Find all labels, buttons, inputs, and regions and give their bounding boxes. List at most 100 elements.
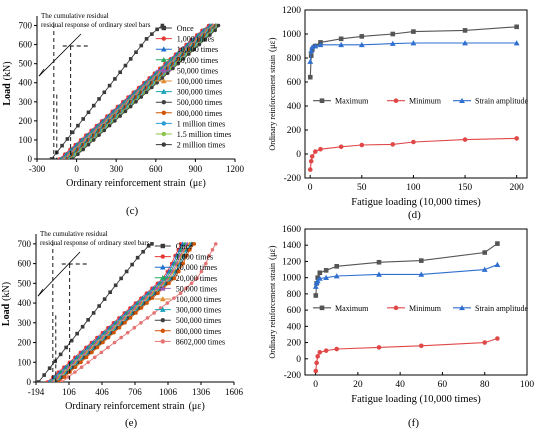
data-point bbox=[145, 316, 150, 320]
data-point bbox=[106, 335, 111, 340]
annotation-text: The cumulative residual residual response… bbox=[40, 230, 150, 247]
panel-label: (d) bbox=[408, 209, 421, 221]
data-point bbox=[86, 142, 91, 147]
data-point bbox=[134, 311, 138, 315]
x-tick-label: 50 bbox=[357, 183, 367, 193]
data-point bbox=[135, 255, 140, 260]
plot-frame bbox=[304, 9, 528, 179]
legend-label: 50,000 times bbox=[177, 66, 218, 75]
data-point bbox=[411, 29, 416, 34]
legend-label: 500,000 times bbox=[176, 316, 221, 325]
data-point bbox=[123, 321, 127, 325]
x-tick-label: 80 bbox=[480, 380, 490, 390]
x-tick-label: 900 bbox=[189, 164, 203, 174]
data-point bbox=[181, 261, 186, 266]
data-point bbox=[171, 66, 175, 71]
data-point bbox=[160, 254, 165, 259]
data-point bbox=[309, 154, 315, 159]
legend-label: 1,000 times bbox=[177, 35, 214, 44]
data-point bbox=[312, 43, 319, 49]
data-point bbox=[514, 136, 519, 141]
data-point bbox=[319, 305, 325, 311]
legend: Maximum Minimum Strain amplitude bbox=[313, 97, 529, 106]
legend-label: 500,000 times bbox=[177, 98, 222, 107]
data-point bbox=[172, 296, 176, 300]
data-point bbox=[108, 290, 112, 295]
data-point bbox=[376, 345, 382, 350]
legend-label: Minimum bbox=[409, 97, 442, 106]
data-point bbox=[119, 335, 123, 340]
data-point bbox=[333, 273, 340, 279]
legend-label: Strain amplitude bbox=[475, 304, 529, 313]
x-tick-label: 200 bbox=[510, 183, 525, 193]
data-point bbox=[192, 47, 196, 52]
data-point bbox=[161, 121, 166, 126]
data-point bbox=[125, 330, 130, 335]
data-point bbox=[113, 119, 117, 123]
data-point bbox=[47, 366, 52, 370]
data-point bbox=[112, 330, 116, 335]
data-point bbox=[156, 291, 160, 296]
y-tick-label: 0 bbox=[28, 154, 33, 164]
legend-label: 20,000 times bbox=[176, 274, 217, 283]
data-point bbox=[316, 275, 323, 281]
data-point bbox=[462, 137, 468, 142]
legend-label: 300,000 times bbox=[176, 306, 221, 315]
y-tick-label: 1400 bbox=[282, 241, 301, 251]
x-tick-label: -300 bbox=[29, 164, 46, 174]
y-tick-label: 200 bbox=[287, 126, 302, 136]
panel-label: (e) bbox=[125, 417, 138, 429]
y-tick-label: 800 bbox=[287, 54, 302, 64]
data-point bbox=[36, 380, 41, 382]
chart-panel-f: -200 0 200 400 600 800 1000 1200 1400 1600 0 20 40 60… bbox=[267, 225, 534, 429]
data-point bbox=[313, 293, 319, 298]
y-tick-label: 400 bbox=[287, 102, 302, 112]
y-tick-label: 500 bbox=[19, 59, 33, 69]
data-point bbox=[130, 262, 134, 267]
y-tick-label: 400 bbox=[19, 78, 33, 88]
data-point bbox=[160, 318, 165, 323]
data-point bbox=[113, 77, 117, 81]
data-point bbox=[97, 133, 101, 137]
y-tick-label: 1200 bbox=[282, 257, 301, 267]
data-point bbox=[139, 306, 144, 310]
data-point bbox=[62, 375, 67, 379]
data-point bbox=[99, 350, 104, 355]
annotation-arrowhead bbox=[38, 68, 45, 77]
data-point bbox=[150, 242, 154, 246]
y-axis-label: Ordinary reinforcement strain (με) bbox=[267, 37, 277, 150]
x-tick-label: 100 bbox=[520, 380, 535, 390]
data-point bbox=[459, 304, 465, 311]
y-tick-label: 700 bbox=[18, 239, 32, 249]
data-point bbox=[76, 123, 80, 128]
y-tick-label: 400 bbox=[18, 298, 32, 308]
y-tick-label: -200 bbox=[284, 174, 302, 184]
x-tick-label: 150 bbox=[458, 183, 473, 193]
data-point bbox=[132, 325, 137, 330]
data-point bbox=[102, 297, 107, 301]
data-point bbox=[390, 142, 396, 147]
data-point bbox=[146, 244, 151, 248]
annotation-arrow bbox=[38, 33, 82, 77]
data-point bbox=[73, 365, 78, 370]
data-point bbox=[323, 348, 329, 353]
x-tick-label: 1606 bbox=[225, 387, 244, 397]
series-line bbox=[51, 25, 163, 159]
legend-label: Minimum bbox=[409, 304, 442, 313]
data-point bbox=[59, 380, 64, 382]
data-point bbox=[102, 90, 107, 95]
y-tick-label: 700 bbox=[19, 21, 33, 31]
data-point bbox=[393, 98, 399, 104]
data-point bbox=[90, 350, 94, 355]
data-point bbox=[197, 42, 202, 47]
data-point bbox=[313, 368, 319, 374]
data-point bbox=[393, 305, 399, 311]
data-point bbox=[150, 296, 155, 300]
data-point bbox=[160, 285, 166, 291]
data-point bbox=[57, 380, 61, 382]
x-tick-label: 1006 bbox=[159, 387, 178, 397]
data-point bbox=[160, 23, 165, 28]
data-point bbox=[76, 152, 80, 157]
data-point bbox=[358, 41, 365, 48]
